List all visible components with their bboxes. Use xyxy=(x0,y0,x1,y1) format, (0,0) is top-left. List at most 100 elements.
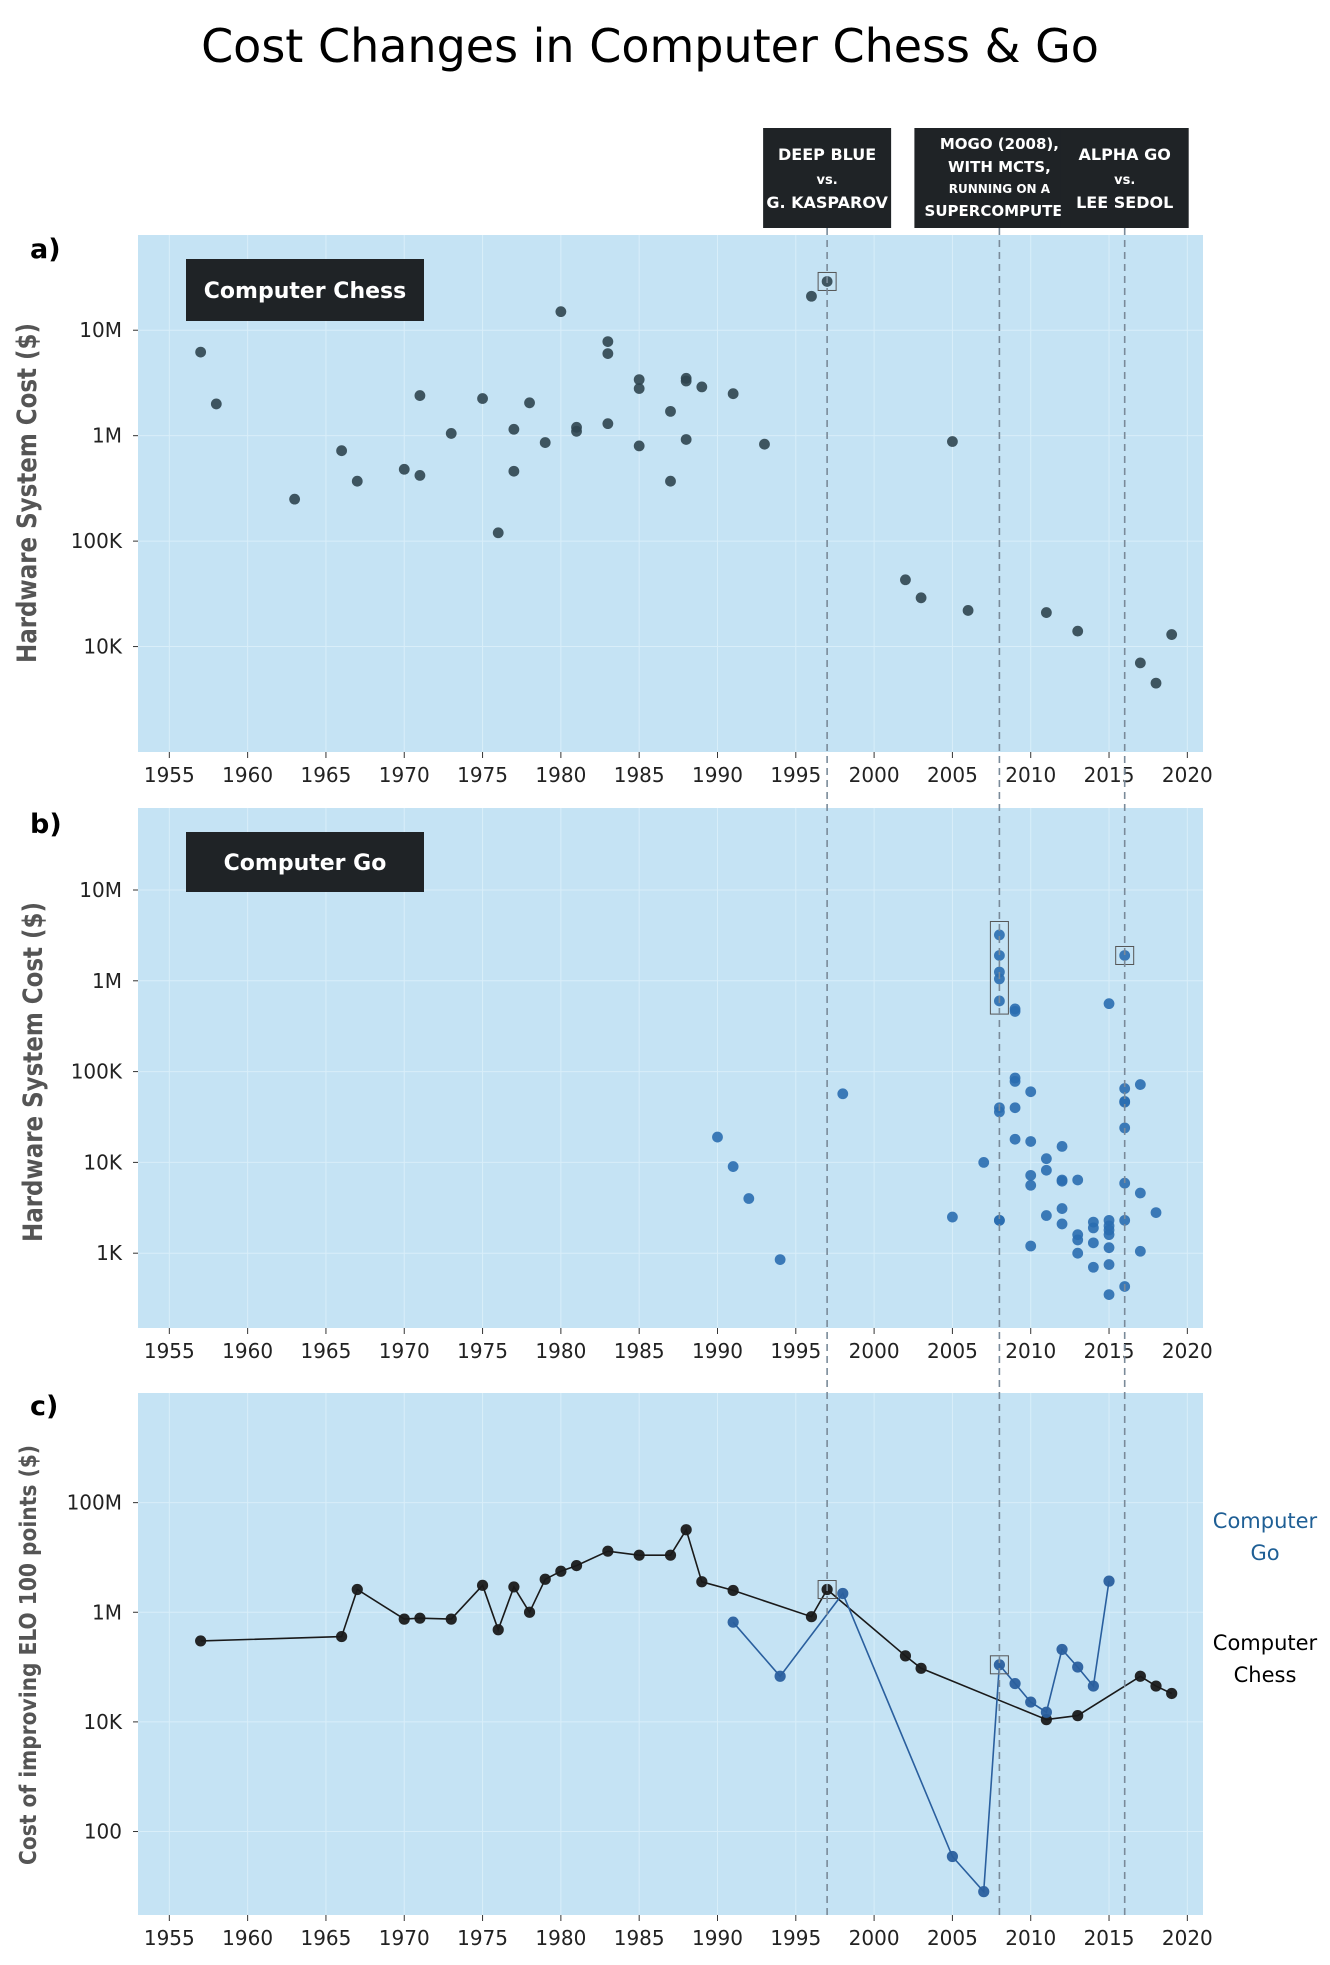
data-point xyxy=(1087,1222,1099,1234)
data-point xyxy=(1119,1177,1131,1189)
data-point xyxy=(1150,677,1162,689)
y-axis-label: Hardware System Cost ($) xyxy=(12,323,43,663)
data-point xyxy=(1119,1096,1131,1108)
data-point xyxy=(398,1613,410,1625)
data-point xyxy=(1025,1696,1037,1708)
x-tick-label: 2000 xyxy=(849,1339,900,1363)
data-point xyxy=(1056,1643,1068,1656)
data-point xyxy=(1134,1187,1146,1199)
data-point xyxy=(633,374,645,386)
data-point xyxy=(1009,1075,1021,1087)
data-point xyxy=(993,1214,1005,1226)
x-tick-label: 1990 xyxy=(692,1926,743,1950)
x-tick-label: 1985 xyxy=(614,1339,665,1363)
data-point xyxy=(1056,1175,1068,1187)
data-point xyxy=(1103,1242,1115,1254)
data-point xyxy=(1072,625,1084,637)
data-point xyxy=(1119,1214,1131,1226)
data-point xyxy=(351,1583,363,1596)
data-point xyxy=(1119,1122,1131,1134)
data-point xyxy=(1056,1141,1068,1152)
legend-label: Chess xyxy=(1234,1663,1297,1687)
data-point xyxy=(1025,1086,1037,1098)
data-point xyxy=(289,493,301,505)
data-point xyxy=(445,1613,457,1625)
panel-2: 1955 1960 1965 1970 1975 1980 1985 1990 1995 2000… xyxy=(18,808,1213,1363)
data-point xyxy=(1025,1136,1037,1147)
data-point xyxy=(665,475,676,487)
data-point xyxy=(665,405,676,417)
data-point xyxy=(1072,1661,1084,1673)
data-point xyxy=(774,1670,786,1682)
data-point xyxy=(195,346,207,358)
y-tick-label: 1K xyxy=(96,1241,123,1265)
data-point xyxy=(1087,1237,1099,1249)
y-axis-label: Hardware System Cost ($) xyxy=(18,902,49,1242)
event-label-line: LEE SEDOL xyxy=(1076,193,1173,212)
data-point xyxy=(1072,1710,1084,1722)
x-tick-label: 2010 xyxy=(1005,763,1056,787)
plot-area xyxy=(138,235,1203,752)
data-point xyxy=(1072,1234,1084,1246)
data-point xyxy=(571,425,582,437)
panel-title-box xyxy=(186,832,424,892)
panel-title: Computer Go xyxy=(224,851,387,876)
data-point xyxy=(837,1587,849,1600)
data-point xyxy=(1056,1203,1068,1214)
data-point xyxy=(1040,1153,1052,1165)
data-point xyxy=(900,574,911,586)
event-label-line: ALPHA GO xyxy=(1078,145,1170,164)
data-point xyxy=(727,1616,739,1628)
data-point xyxy=(1119,950,1131,961)
y-tick-label: 10K xyxy=(83,635,122,659)
data-point xyxy=(210,398,222,410)
data-point xyxy=(602,348,614,360)
x-tick-label: 1985 xyxy=(614,1926,665,1950)
data-point xyxy=(993,1659,1005,1671)
panel-letter: b) xyxy=(30,809,62,840)
data-point xyxy=(195,1635,207,1647)
data-point xyxy=(1072,1247,1084,1259)
data-point xyxy=(555,1565,567,1577)
x-tick-label: 1965 xyxy=(300,1339,351,1363)
event-label-line: SUPERCOMPUTER xyxy=(925,202,1075,220)
x-tick-label: 1955 xyxy=(144,1339,195,1363)
data-point xyxy=(476,1579,489,1591)
data-point xyxy=(570,1559,583,1572)
data-point xyxy=(492,527,504,539)
x-tick-label: 2015 xyxy=(1084,763,1135,787)
data-point xyxy=(759,438,770,450)
data-point xyxy=(664,1549,677,1561)
data-point xyxy=(1056,1218,1068,1230)
y-tick-label: 10K xyxy=(83,1710,122,1734)
data-point xyxy=(993,929,1005,941)
data-point xyxy=(993,950,1005,961)
x-tick-label: 1965 xyxy=(300,1926,351,1950)
x-tick-label: 1960 xyxy=(222,1926,273,1950)
event-label-box xyxy=(763,128,892,228)
series-line-1 xyxy=(200,1527,1173,1721)
x-tick-label: 1955 xyxy=(144,1926,195,1950)
data-point xyxy=(680,1524,692,1536)
data-point xyxy=(602,336,614,348)
data-point xyxy=(1025,1240,1037,1252)
y-tick-label: 1M xyxy=(92,424,122,448)
y-tick-label: 1M xyxy=(92,969,122,993)
y-tick-label: 100 xyxy=(84,1820,122,1844)
data-point xyxy=(727,388,739,400)
plot-area xyxy=(138,808,1203,1328)
data-point xyxy=(445,428,457,439)
data-point xyxy=(1119,1083,1131,1094)
data-point xyxy=(1040,1706,1052,1718)
data-point xyxy=(1166,629,1178,640)
data-point xyxy=(1134,1670,1146,1682)
data-point xyxy=(727,1584,739,1597)
x-tick-label: 1990 xyxy=(692,1339,743,1363)
plot-area xyxy=(138,1393,1203,1915)
data-point xyxy=(1009,1133,1021,1145)
data-point xyxy=(508,465,520,477)
data-point xyxy=(336,1630,348,1643)
data-point xyxy=(915,592,927,604)
data-point xyxy=(633,383,645,394)
